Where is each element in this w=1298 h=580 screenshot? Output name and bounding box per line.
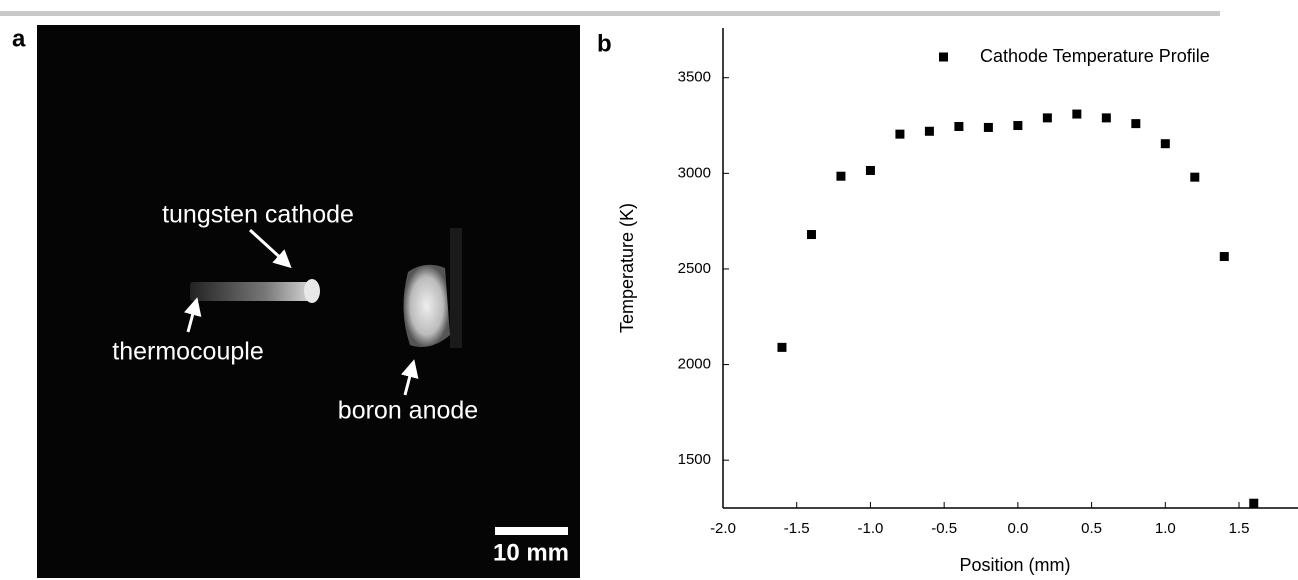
- x-axis-label: Position (mm): [959, 555, 1070, 575]
- top-rule: [0, 11, 1220, 16]
- point: [1131, 119, 1141, 129]
- scale-bar-label: 10 mm: [493, 539, 569, 566]
- point: [954, 121, 964, 131]
- y-axis-label: Temperature (K): [617, 203, 637, 333]
- point: [924, 126, 934, 136]
- point: [1160, 139, 1170, 149]
- point: [1013, 121, 1023, 131]
- x-tick-label: 1.5: [1229, 520, 1250, 537]
- x-tick-label: 0.5: [1081, 520, 1102, 537]
- annotation: tungsten cathode: [162, 201, 354, 229]
- y-tick-label: 1500: [678, 451, 711, 468]
- point: [836, 171, 846, 181]
- point: [983, 122, 993, 132]
- annotation: boron anode: [338, 397, 478, 425]
- point: [1190, 172, 1200, 182]
- point: [1219, 252, 1229, 262]
- x-tick-label: -1.0: [858, 520, 884, 537]
- point: [806, 230, 816, 240]
- legend-label: Cathode Temperature Profile: [980, 46, 1210, 66]
- y-tick-label: 2000: [678, 356, 711, 373]
- legend-marker: [939, 52, 948, 62]
- point: [777, 342, 787, 352]
- x-tick-label: 0.0: [1007, 520, 1028, 537]
- point: [865, 165, 875, 175]
- point: [1042, 113, 1052, 123]
- annotation: thermocouple: [112, 338, 263, 366]
- photo: [37, 25, 580, 578]
- point: [895, 129, 905, 139]
- y-tick-label: 3000: [678, 164, 711, 181]
- point: [1072, 109, 1082, 119]
- y-tick-label: 3500: [678, 69, 711, 86]
- y-tick-label: 2500: [678, 260, 711, 277]
- point: [1101, 113, 1111, 123]
- x-tick-label: -2.0: [710, 520, 736, 537]
- x-tick-label: 1.0: [1155, 520, 1176, 537]
- plot: 1500 2000 2500 3000 3500 -2.0 -1.5 -1.0 -0.5 0.0 0…: [678, 28, 1298, 537]
- panel-label: a: [12, 25, 26, 52]
- panel-label: b: [597, 30, 612, 57]
- x-tick-label: -0.5: [931, 520, 957, 537]
- point: [1249, 498, 1259, 508]
- x-tick-label: -1.5: [784, 520, 810, 537]
